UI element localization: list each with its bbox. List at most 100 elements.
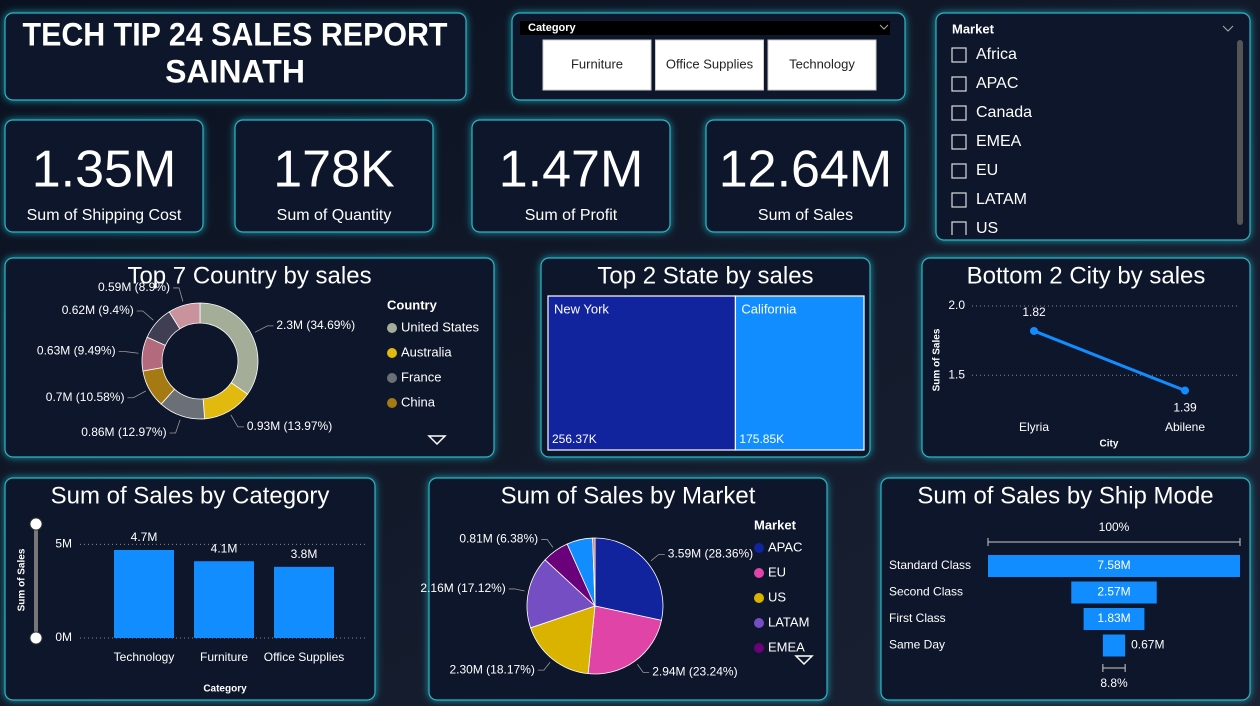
tile-label: California bbox=[741, 301, 797, 316]
tile-value: 175.85K bbox=[739, 432, 784, 446]
panel bbox=[4, 119, 204, 233]
slicer-option[interactable]: Office Supplies bbox=[666, 56, 754, 71]
data-label: 0.67M bbox=[1131, 638, 1164, 652]
panel bbox=[705, 119, 906, 233]
slicer-option[interactable]: APAC bbox=[976, 75, 1018, 92]
funnel-bar bbox=[1083, 608, 1145, 630]
data-label: 0.62M (9.4%) bbox=[62, 303, 134, 317]
card-value: 12.64M bbox=[719, 141, 892, 199]
y-tick-label: 1.5 bbox=[948, 367, 965, 381]
data-label: 1.82 bbox=[1022, 305, 1046, 319]
slicer-label: Market bbox=[952, 21, 995, 36]
slicer-button[interactable] bbox=[655, 39, 764, 91]
leader-line bbox=[173, 287, 184, 302]
slicer-option[interactable]: Africa bbox=[976, 46, 1017, 63]
data-label: 2.3M (34.69%) bbox=[276, 318, 355, 332]
chart-title: Top 7 Country by sales bbox=[127, 262, 371, 289]
leader-line bbox=[650, 554, 665, 562]
slice bbox=[594, 537, 664, 621]
slicer-option[interactable]: EU bbox=[976, 162, 998, 179]
slider-handle[interactable] bbox=[29, 517, 43, 531]
report-title: TECH TIP 24 SALES REPORT bbox=[23, 16, 448, 52]
checkbox[interactable] bbox=[951, 105, 967, 121]
data-label: 4.7M bbox=[131, 530, 158, 544]
legend-label: China bbox=[401, 394, 436, 409]
chart-title: Top 2 State by sales bbox=[597, 262, 813, 289]
slicer-option[interactable]: US bbox=[976, 220, 998, 237]
checkbox[interactable] bbox=[951, 192, 967, 208]
panel bbox=[4, 477, 376, 701]
card-value: 1.47M bbox=[499, 141, 644, 199]
slicer-button[interactable] bbox=[542, 39, 652, 91]
scrollbar bbox=[1237, 40, 1243, 225]
y-axis-label: Sum of Sales bbox=[17, 548, 28, 611]
legend-swatch bbox=[754, 568, 764, 578]
bracket bbox=[987, 538, 1241, 546]
x-tick-label: Furniture bbox=[200, 650, 248, 664]
panel bbox=[4, 12, 467, 101]
checkbox[interactable] bbox=[951, 163, 967, 179]
more-arrow[interactable] bbox=[427, 435, 447, 446]
card-label: Sum of Profit bbox=[525, 207, 618, 224]
chart-title: Sum of Sales by Ship Mode bbox=[917, 482, 1213, 509]
panel bbox=[921, 257, 1251, 458]
chart-title: Sum of Sales by Category bbox=[51, 482, 330, 509]
chart-title: Bottom 2 City by sales bbox=[967, 262, 1206, 289]
bracket bbox=[1102, 664, 1126, 672]
report-title: SAINATH bbox=[165, 53, 305, 89]
data-label: 4.1M bbox=[211, 541, 238, 555]
data-label: 0.93M (13.97%) bbox=[247, 419, 332, 433]
bar bbox=[114, 549, 174, 638]
checkbox[interactable] bbox=[951, 134, 967, 150]
more-arrow[interactable] bbox=[794, 655, 814, 666]
checkbox[interactable] bbox=[951, 221, 967, 236]
slider-handle[interactable] bbox=[29, 631, 43, 645]
data-label: 0.86M (12.97%) bbox=[81, 425, 166, 439]
legend-swatch bbox=[387, 348, 397, 358]
slicer-option[interactable]: LATAM bbox=[976, 191, 1027, 208]
category-label: Same Day bbox=[889, 638, 945, 652]
data-label: 0.7M (10.58%) bbox=[46, 390, 125, 404]
slice bbox=[587, 605, 662, 675]
x-axis-label: Category bbox=[203, 684, 247, 695]
funnel-bar bbox=[1102, 634, 1126, 657]
slicer-label: Category bbox=[528, 22, 577, 34]
category-label: Second Class bbox=[889, 585, 963, 599]
leader-line bbox=[136, 310, 154, 321]
card-value: 1.35M bbox=[32, 141, 177, 199]
leader-line bbox=[230, 414, 244, 428]
checkbox[interactable] bbox=[951, 76, 967, 92]
leader-line bbox=[118, 351, 139, 354]
data-label: 1.83M bbox=[1097, 611, 1130, 625]
data-label: 3.8M bbox=[291, 547, 318, 561]
data-label: 7.58M bbox=[1097, 558, 1130, 572]
x-tick-label: Elyria bbox=[1019, 420, 1049, 434]
data-label: 0.81M (6.38%) bbox=[459, 532, 538, 546]
slicer-option[interactable]: EMEA bbox=[976, 133, 1022, 150]
panel bbox=[234, 119, 434, 233]
panel bbox=[880, 477, 1251, 701]
slicer-button[interactable] bbox=[767, 39, 877, 91]
chevron bbox=[879, 24, 889, 30]
data-label: 2.57M bbox=[1097, 585, 1130, 599]
legend-label: EU bbox=[768, 564, 786, 579]
slice bbox=[530, 605, 596, 675]
chart-title: Sum of Sales by Market bbox=[501, 482, 756, 509]
slicer-option[interactable]: Canada bbox=[976, 104, 1032, 121]
leader-line bbox=[254, 325, 274, 333]
legend-label: France bbox=[401, 369, 441, 384]
data-label: 0.59M (8.9%) bbox=[98, 280, 170, 294]
slicer-option[interactable]: Furniture bbox=[571, 56, 623, 71]
leader-line bbox=[537, 662, 551, 671]
category-label: First Class bbox=[889, 611, 946, 625]
legend-label: EMEA bbox=[768, 639, 805, 654]
checkbox[interactable] bbox=[951, 47, 967, 63]
legend-swatch bbox=[387, 373, 397, 383]
bar bbox=[274, 566, 334, 638]
data-label: 2.94M (23.24%) bbox=[652, 665, 737, 679]
card-label: Sum of Shipping Cost bbox=[27, 207, 182, 224]
slicer-option[interactable]: Technology bbox=[789, 56, 855, 71]
funnel-top-label: 100% bbox=[1099, 520, 1130, 534]
